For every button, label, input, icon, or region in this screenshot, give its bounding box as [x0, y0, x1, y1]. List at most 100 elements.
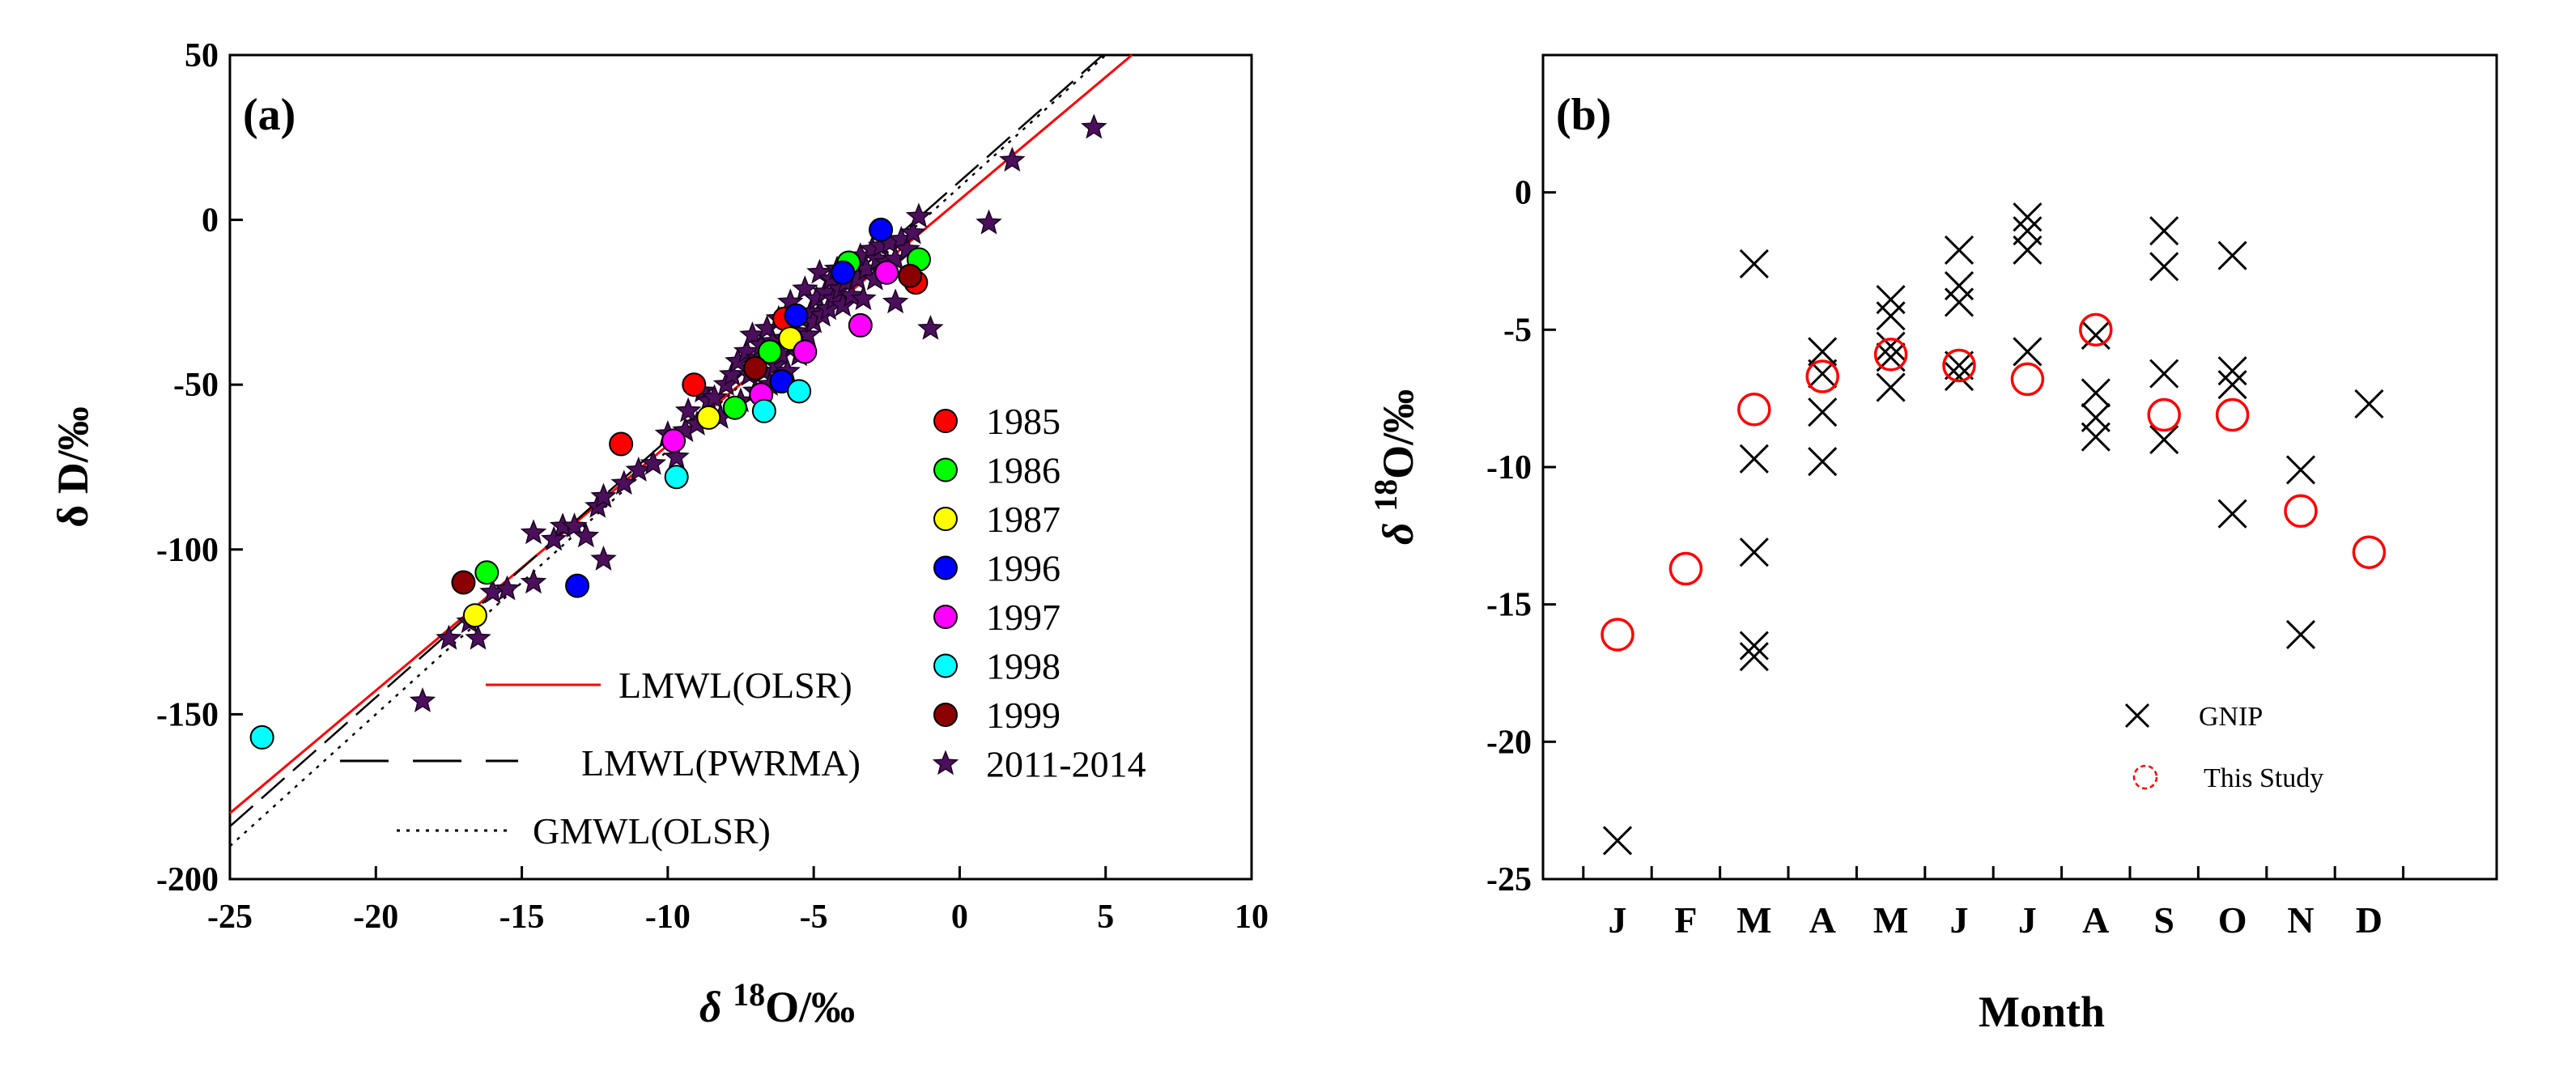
- panel-a-point-2011-2014: [838, 282, 865, 308]
- gnip-cross-stroke: [2013, 235, 2043, 265]
- panel-a-line-lmwl-pwrma-: [229, 54, 1103, 827]
- panel-b-month-label: O: [2218, 899, 2247, 941]
- panel-b-y-tick-label: -10: [1486, 449, 1532, 487]
- panel-a-point-2011-2014: [436, 624, 462, 650]
- panel-a-point-1986: [758, 339, 783, 364]
- gnip-cross-stroke: [2149, 252, 2179, 282]
- panel-a-point-2011-2014: [541, 525, 567, 551]
- panel-b-month-label: D: [2356, 899, 2383, 941]
- panel-a-point-1997: [848, 312, 873, 338]
- panel-b-y-tick-label: 0: [1515, 175, 1532, 212]
- panel-a-legend-label-1997: 1997: [986, 597, 1061, 638]
- panel-b-point-gnip: [1876, 331, 1906, 361]
- panel-b-month-label: N: [2287, 899, 2314, 941]
- panel-b-point-gnip: [1944, 235, 1975, 265]
- panel-a-y-tick-label: -100: [156, 532, 219, 569]
- panel-a-point-1987: [462, 603, 487, 628]
- panel-a-x-tick-label: 10: [1235, 899, 1269, 936]
- panel-b-month-label: A: [1809, 899, 1836, 941]
- panel-a-legend-label-line: LMWL(PWRMA): [581, 742, 861, 784]
- panel-a-point-1986: [722, 395, 747, 420]
- panel-a-line-gmwl-olsr-: [229, 54, 1107, 848]
- panel-b-point-gnip: [1944, 270, 1975, 301]
- gnip-cross-stroke: [1944, 270, 1975, 301]
- panel-b-point-gnip: [2149, 425, 2179, 455]
- panel-a-legend-label-1999: 1999: [986, 695, 1061, 736]
- panel-b-point-gnip: [2217, 499, 2247, 529]
- panel-b-point-gnip: [2081, 422, 2111, 452]
- panel-a-legend-marker-1998: [933, 653, 958, 678]
- panel-b-point-this-study: [2147, 397, 2181, 432]
- panel-b-point-gnip: [2217, 240, 2247, 270]
- gnip-cross-stroke: [1944, 235, 1975, 265]
- panel-a-point-2011-2014: [1081, 113, 1107, 139]
- panel-a-point-1996: [869, 217, 894, 242]
- panel-b-point-this-study: [2284, 494, 2318, 529]
- panel-a-x-tick-label: -10: [645, 899, 691, 936]
- panel-a-legend-label-1996: 1996: [986, 548, 1061, 589]
- panel-b-month-label: F: [1674, 899, 1697, 941]
- panel-b-point-this-study: [1668, 551, 1703, 586]
- gnip-cross-stroke: [1739, 631, 1769, 661]
- gnip-cross-stroke: [1876, 301, 1906, 331]
- panel-a-y-tick-label: -150: [156, 696, 219, 733]
- panel-b-point-this-study: [1873, 338, 1908, 372]
- panel-a-x-title-unit: O/‰: [765, 983, 855, 1031]
- panel-a-point-1996: [784, 303, 809, 328]
- panel-a-legend-marker-1997: [933, 605, 958, 629]
- panel-a-legend-marker-1987: [933, 507, 958, 531]
- panel-b-point-gnip: [2149, 216, 2179, 246]
- gnip-cross-stroke: [1739, 642, 1769, 672]
- panel-a-legend-marker-2011-2014: [932, 750, 959, 775]
- panel-a-point-2011-2014: [590, 482, 617, 508]
- panel-a-x-axis-title: δ 18O/‰: [699, 976, 855, 1031]
- panel-b-point-gnip: [2013, 235, 2043, 265]
- panel-a-x-title-delta: δ: [699, 983, 733, 1031]
- panel-b-month-label: S: [2153, 899, 2174, 941]
- panel-a-legend-label-1998: 1998: [986, 646, 1061, 687]
- panel-b-x-axis-title: Month: [1979, 988, 2105, 1036]
- gnip-cross-stroke: [1602, 826, 1633, 856]
- panel-a-point-2011-2014: [806, 258, 833, 284]
- panel-a-legend-label-2011-2014: 2011-2014: [986, 744, 1146, 785]
- panel-a-y-axis-title: δ D/‰: [49, 406, 97, 528]
- panel-b-point-gnip: [1944, 351, 1975, 380]
- panel-b-plot-frame: [1541, 53, 2498, 881]
- panel-b-point-gnip: [2354, 389, 2384, 419]
- panel-b-point-this-study: [2352, 535, 2387, 569]
- panel-a-point-2011-2014: [590, 545, 617, 571]
- panel-a-point-1985: [609, 431, 634, 457]
- panel-a-point-2011-2014: [494, 575, 521, 601]
- gnip-cross-stroke: [2081, 378, 2111, 408]
- panel-b-month-label: J: [1609, 899, 1627, 941]
- panel-a-x-tick-label: -5: [800, 899, 828, 936]
- gnip-cross-stroke: [2149, 216, 2179, 246]
- panel-b-point-gnip: [1876, 372, 1906, 402]
- panel-a-point-2011-2014: [409, 687, 436, 712]
- panel-b-legend-label-this-study: This Study: [2204, 763, 2323, 793]
- panel-a-legend-marker-1985: [933, 409, 958, 433]
- panel-b-point-gnip: [2081, 378, 2111, 408]
- panel-a-point-1999: [898, 263, 923, 288]
- panel-a-x-tick-label: -15: [499, 899, 545, 936]
- panel-b-y-title-superscript: 18: [1367, 479, 1404, 512]
- gnip-cross-stroke: [1808, 397, 1838, 427]
- panel-b-point-gnip: [1944, 361, 1975, 392]
- panel-a-point-2011-2014: [701, 384, 728, 410]
- panel-a-point-2011-2014: [561, 512, 588, 538]
- gnip-cross-stroke: [1808, 337, 1838, 367]
- panel-b-point-gnip: [2081, 321, 2111, 351]
- panel-a-point-1999: [743, 355, 768, 380]
- gnip-cross-stroke: [1739, 249, 1769, 278]
- gnip-cross-stroke: [2217, 240, 2247, 270]
- panel-b-point-gnip: [2149, 252, 2179, 282]
- gnip-cross-stroke: [2285, 619, 2316, 650]
- panel-a-x-tick-label: -25: [207, 899, 253, 936]
- panel-a-y-tick-label: -50: [173, 367, 219, 404]
- panel-b-point-gnip: [2013, 202, 2043, 232]
- panel-a-point-2011-2014: [640, 449, 667, 475]
- panel-a-y-tick-label: 0: [202, 202, 219, 240]
- panel-a-point-2011-2014: [894, 236, 920, 261]
- gnip-cross-stroke: [1944, 361, 1975, 392]
- panel-b-month-label: J: [1950, 899, 1969, 941]
